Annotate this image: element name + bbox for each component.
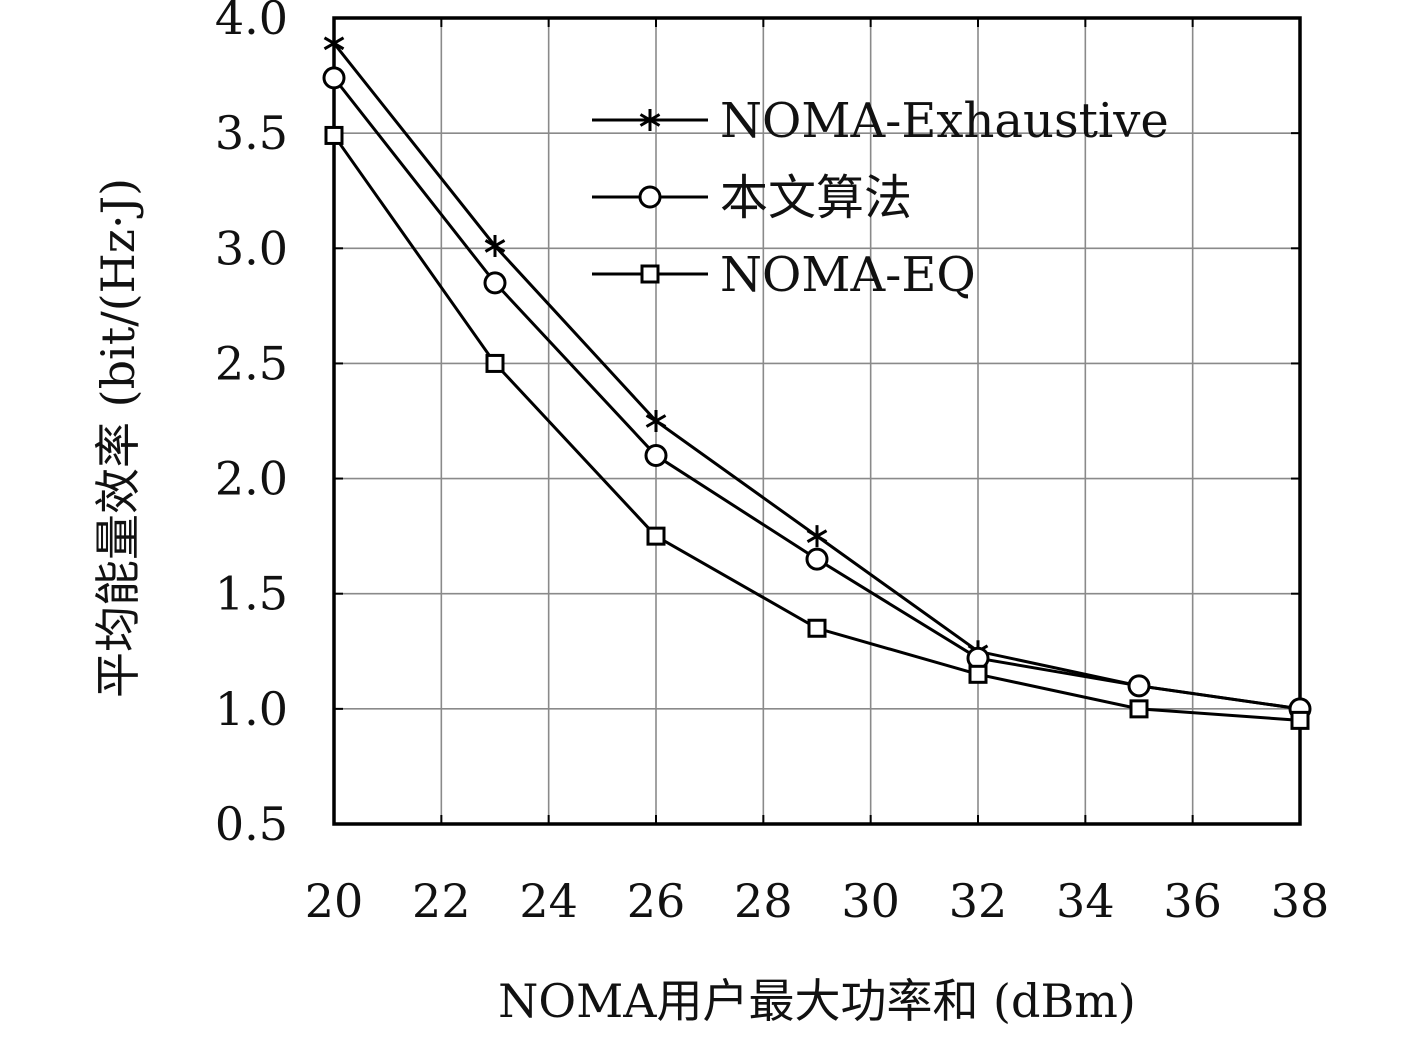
y-tick-label: 3.5 [215,106,288,160]
y-tick-label: 0.5 [215,797,288,851]
data-point [1127,674,1151,698]
y-tick-label: 2.5 [215,336,288,390]
plot-frame [332,16,1302,826]
y-tick-label: 1.5 [215,567,288,621]
x-tick-label: 28 [734,874,793,928]
asterisk-stroke [806,529,828,543]
data-point [807,618,827,638]
y-tick-label: 3.0 [215,221,288,275]
legend-label: NOMA-EQ [720,247,976,303]
x-tick-label: 34 [1056,874,1115,928]
x-tick-label: 20 [305,874,364,928]
series-group [322,32,1312,730]
y-tick-label: 1.0 [215,682,288,736]
x-tick-label: 24 [519,874,578,928]
data-point [483,271,507,295]
data-point [806,525,828,548]
legend-entry: 本文算法 [592,170,912,226]
asterisk-stroke [323,36,345,51]
legend-label: NOMA-Exhaustive [720,93,1169,149]
x-tick-label: 36 [1163,874,1222,928]
series-circle [322,66,1312,721]
data-point [1290,710,1310,730]
data-point [645,410,667,432]
data-point [1129,699,1149,719]
legend-entry: NOMA-Exhaustive [592,93,1169,149]
legend-entry: NOMA-EQ [592,247,976,303]
data-point [968,664,988,684]
x-tick-label: 32 [949,874,1008,928]
data-point [805,547,829,571]
data-point [644,444,668,468]
series-square [324,125,1310,730]
legend-label: 本文算法 [720,170,912,226]
data-point [639,109,661,131]
data-point [322,66,346,90]
data-point [485,353,505,373]
x-tick-label: 30 [841,874,900,928]
y-tick-label: 4.0 [215,0,288,45]
data-point [638,185,662,209]
data-point [640,264,660,284]
x-tick-label: 38 [1271,874,1330,928]
y-tick-label: 2.0 [215,452,288,506]
data-point [484,234,506,257]
x-tick-label: 22 [412,874,471,928]
axis-ticks: 20 22 24 26 28 30 32 34 36 38 0.5 1.0 1.5 2.0 2.5 3.0 3.… [215,0,1329,928]
asterisk-stroke [484,239,506,253]
y-axis-title: 平均能量效率 (bit/(Hz·J) [91,178,145,698]
data-point [323,32,345,55]
data-point [324,125,344,145]
x-axis-title: NOMA用户最大功率和 (dBm) [498,974,1136,1028]
data-point [646,526,666,546]
legend: NOMA-Exhaustive 本文算法 NOMA-EQ [592,93,1169,303]
asterisk-stroke [645,414,667,428]
asterisk-stroke [639,113,661,127]
x-tick-label: 26 [627,874,686,928]
